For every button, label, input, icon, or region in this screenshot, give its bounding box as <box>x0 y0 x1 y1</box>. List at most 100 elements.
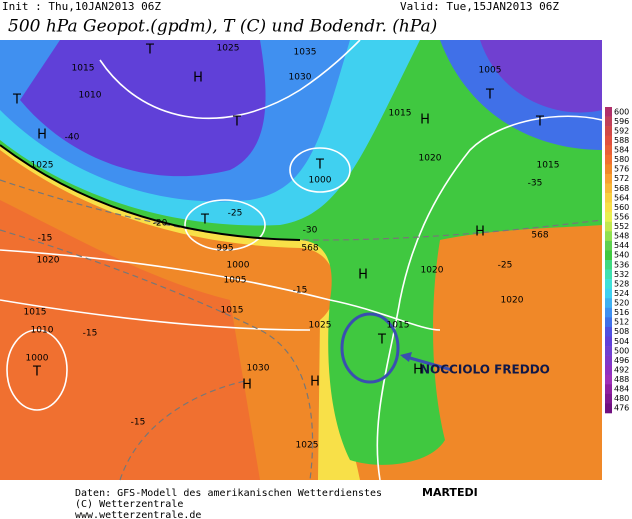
map-label: 1015 <box>387 321 410 331</box>
legend-swatch <box>605 107 612 117</box>
map-label: 1015 <box>72 64 95 74</box>
legend-label: 540 <box>614 251 629 260</box>
isotherm <box>0 179 603 241</box>
legend-swatch <box>605 298 612 309</box>
legend-label: 476 <box>614 404 629 413</box>
pressure-center: T <box>315 158 324 173</box>
legend-swatch <box>605 183 612 194</box>
map-label: 1025 <box>309 321 332 331</box>
legend-swatch <box>605 231 612 242</box>
legend-swatch <box>605 307 612 318</box>
legend-swatch <box>605 393 612 404</box>
map-label: 1020 <box>421 266 444 276</box>
purple-area-east <box>480 40 602 113</box>
legend-label: 544 <box>614 241 629 250</box>
map-label: -40 <box>65 133 80 143</box>
legend-label: 520 <box>614 299 629 308</box>
isobar <box>289 147 351 193</box>
legend-swatch <box>605 202 612 213</box>
legend-swatch <box>605 250 612 261</box>
legend-label: 488 <box>614 375 629 384</box>
footer-line: Daten: GFS-Modell des amerikanischen Wet… <box>75 488 382 499</box>
legend-swatch <box>605 126 612 136</box>
legend-swatch <box>605 288 612 299</box>
legend-label: 568 <box>614 184 629 193</box>
map-label: -15 <box>38 234 53 244</box>
legend-label: 508 <box>614 327 629 336</box>
legend-swatch <box>605 384 612 395</box>
legend-swatch <box>605 260 612 270</box>
map-area <box>0 39 603 481</box>
legend-label: 584 <box>614 146 629 155</box>
map-label: 1000 <box>26 354 49 364</box>
valid-time: Valid: Tue,15JAN2013 06Z <box>400 0 559 13</box>
legend-swatch <box>605 240 612 251</box>
contour-568 <box>0 144 301 241</box>
legend-swatch <box>605 164 612 175</box>
pressure-center: T <box>377 333 386 348</box>
isobar <box>0 299 311 331</box>
legend-label: 492 <box>614 365 629 374</box>
highlight-circle <box>340 312 400 384</box>
map-label: -15 <box>293 286 308 296</box>
legend-label: 548 <box>614 232 629 241</box>
legend-swatch <box>605 374 612 385</box>
pressure-center: H <box>420 113 430 128</box>
pressure-center: T <box>232 115 241 130</box>
annotation: NOCCIOLO FREDDO <box>420 363 550 377</box>
legend-label: 484 <box>614 385 629 394</box>
legend-label: 572 <box>614 174 629 183</box>
legend-label: 532 <box>614 270 629 279</box>
pressure-center: T <box>485 88 494 103</box>
legend-swatch <box>605 355 612 366</box>
map-label: 995 <box>216 244 233 254</box>
legend-label: 496 <box>614 356 629 365</box>
pressure-center: T <box>32 365 41 380</box>
legend-label: 556 <box>614 212 629 221</box>
pressure-center: H <box>242 378 252 393</box>
day-label: MARTEDI <box>422 486 478 499</box>
pressure-center: H <box>358 268 368 283</box>
map-label: 1025 <box>296 441 319 451</box>
legend-swatch <box>605 317 612 328</box>
pressure-center: T <box>200 213 209 228</box>
legend-label: 600 <box>614 107 629 116</box>
map-title: 500 hPa Geopot.(gpdm), T (C) und Bodendr… <box>8 17 437 37</box>
map-label: 568 <box>531 231 548 241</box>
footer-line: (C) Wetterzentrale <box>75 499 183 510</box>
pressure-center: T <box>535 115 544 130</box>
map-label: 1025 <box>31 161 54 171</box>
map-label: 1015 <box>537 161 560 171</box>
map-label: 1035 <box>294 48 317 58</box>
map-label: 1010 <box>31 326 54 336</box>
map-label: 1020 <box>419 154 442 164</box>
isotherm <box>0 229 314 481</box>
legend-swatch <box>605 145 612 156</box>
legend-swatch <box>605 221 612 232</box>
legend-label: 580 <box>614 155 629 164</box>
pressure-center: T <box>12 93 21 108</box>
map-label: 568 <box>301 244 318 254</box>
pressure-center: H <box>475 225 485 240</box>
map-label: -30 <box>303 226 318 236</box>
map-label: -15 <box>83 329 98 339</box>
pressure-center: H <box>310 375 320 390</box>
isobar <box>0 249 441 331</box>
legend-label: 524 <box>614 289 629 298</box>
legend-swatch <box>605 173 612 184</box>
arrow <box>402 354 453 372</box>
pressure-center: H <box>413 363 423 378</box>
legend-swatch <box>605 212 612 223</box>
legend-label: 552 <box>614 222 629 231</box>
isobar <box>376 115 603 481</box>
footer-line: www.wetterzentrale.de <box>75 510 201 519</box>
map-label: -35 <box>528 179 543 189</box>
map-label: 1030 <box>289 73 312 83</box>
legend-swatch <box>605 193 612 203</box>
map-label: 1000 <box>309 176 332 186</box>
map-label: 1020 <box>37 256 60 266</box>
legend-label: 588 <box>614 136 629 145</box>
legend-swatch <box>605 279 612 289</box>
legend-label: 528 <box>614 279 629 288</box>
